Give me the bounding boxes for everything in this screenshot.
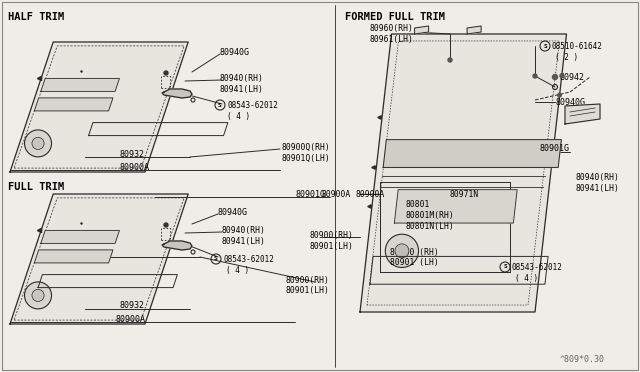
Text: ( 4 ): ( 4 ) (227, 112, 250, 121)
Polygon shape (565, 104, 600, 124)
Text: 80901(LH): 80901(LH) (310, 241, 354, 250)
Circle shape (24, 282, 52, 309)
Polygon shape (467, 26, 481, 34)
Polygon shape (162, 89, 192, 98)
Text: 80901G: 80901G (295, 189, 325, 199)
Text: 80940G: 80940G (218, 208, 248, 217)
Text: 80940G: 80940G (555, 97, 585, 106)
Circle shape (164, 223, 168, 227)
Text: 80940G: 80940G (220, 48, 250, 57)
Text: 80941(LH): 80941(LH) (222, 237, 266, 246)
Text: 08543-62012: 08543-62012 (227, 100, 278, 109)
Circle shape (32, 137, 44, 150)
Text: 80801N(LH): 80801N(LH) (405, 221, 454, 231)
Polygon shape (10, 194, 188, 324)
Polygon shape (41, 230, 120, 243)
Text: 08543-62012: 08543-62012 (223, 254, 274, 263)
Polygon shape (394, 190, 517, 223)
Text: 80900A: 80900A (322, 189, 351, 199)
Text: 80900A: 80900A (355, 189, 384, 199)
Text: 80901G: 80901G (540, 144, 570, 153)
Circle shape (533, 74, 537, 78)
Polygon shape (35, 250, 113, 263)
Polygon shape (10, 42, 188, 172)
Text: 80941(LH): 80941(LH) (220, 84, 264, 93)
Text: 80932: 80932 (120, 150, 145, 158)
Text: 08543-62012: 08543-62012 (512, 263, 563, 272)
Polygon shape (41, 78, 120, 92)
Text: 80900(RH): 80900(RH) (285, 276, 329, 285)
Text: S: S (218, 103, 222, 108)
Text: S: S (503, 264, 507, 269)
Text: 80900A: 80900A (115, 314, 145, 324)
Text: 80961(LH): 80961(LH) (370, 35, 414, 44)
Polygon shape (35, 98, 113, 111)
Circle shape (560, 74, 564, 77)
Text: 80900 (RH): 80900 (RH) (390, 247, 439, 257)
Text: ( 4 ): ( 4 ) (515, 273, 538, 282)
Text: 80942: 80942 (560, 73, 585, 81)
Text: ^809*0.30: ^809*0.30 (560, 356, 605, 365)
Circle shape (395, 244, 409, 258)
Text: 80940(RH): 80940(RH) (220, 74, 264, 83)
Text: FULL TRIM: FULL TRIM (8, 182, 64, 192)
Text: 80900(RH): 80900(RH) (310, 231, 354, 240)
Text: HALF TRIM: HALF TRIM (8, 12, 64, 22)
Text: 80801: 80801 (405, 199, 429, 208)
Polygon shape (360, 34, 566, 312)
Circle shape (24, 130, 52, 157)
Text: 80901 (LH): 80901 (LH) (390, 259, 439, 267)
Text: 80932: 80932 (120, 301, 145, 311)
Text: 80900Q(RH): 80900Q(RH) (281, 142, 330, 151)
Text: 80900A: 80900A (120, 163, 150, 171)
Text: 80960(RH): 80960(RH) (370, 23, 414, 32)
Text: 80940(RH): 80940(RH) (222, 225, 266, 234)
Circle shape (385, 234, 419, 267)
Circle shape (448, 58, 452, 62)
Text: 80940(RH): 80940(RH) (575, 173, 619, 182)
Text: FORMED FULL TRIM: FORMED FULL TRIM (345, 12, 445, 22)
Text: S: S (214, 257, 218, 262)
Polygon shape (162, 241, 192, 250)
Text: ( 4 ): ( 4 ) (226, 266, 249, 275)
Polygon shape (383, 140, 561, 167)
Text: 80801M(RH): 80801M(RH) (405, 211, 454, 219)
Text: 80901Q(LH): 80901Q(LH) (281, 154, 330, 163)
Text: S: S (543, 44, 547, 48)
Text: 08510-61642: 08510-61642 (552, 42, 603, 51)
Text: ( 2 ): ( 2 ) (555, 52, 578, 61)
Circle shape (164, 71, 168, 75)
Circle shape (32, 289, 44, 301)
Circle shape (552, 74, 557, 80)
Polygon shape (415, 26, 429, 34)
Text: 80971N: 80971N (450, 189, 479, 199)
Text: 80941(LH): 80941(LH) (575, 183, 619, 192)
Circle shape (558, 93, 561, 97)
Text: 80901(LH): 80901(LH) (285, 286, 329, 295)
